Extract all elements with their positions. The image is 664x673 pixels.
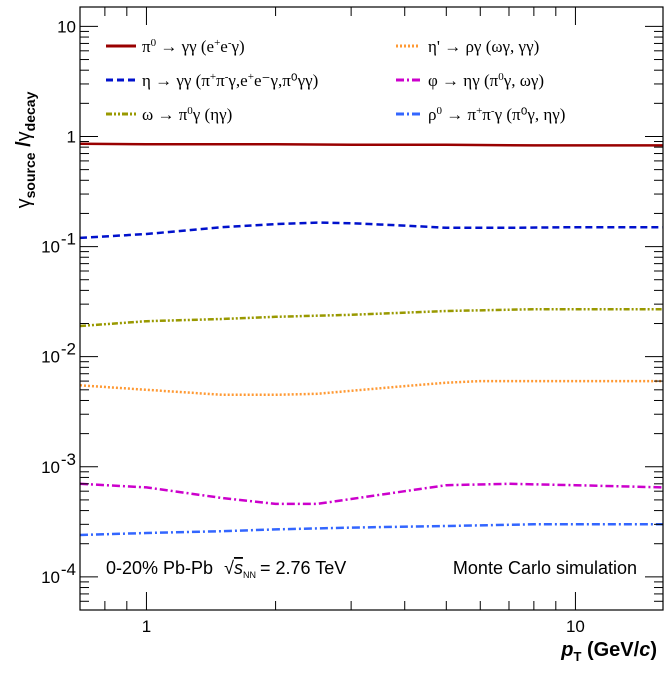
legend-label-eta: η → γγ (π+π-γ,e+e⁻γ,π⁰γγ) (142, 71, 318, 90)
x-tick-label: 1 (142, 617, 151, 636)
x-axis-title: pT (GeV/c) (560, 639, 657, 664)
y-tick-label: 10 (41, 568, 60, 587)
y-tick-label: 10 (57, 17, 76, 36)
y-tick-label: 10 (41, 238, 60, 257)
series-line-2 (80, 309, 663, 326)
collision-system-label: 0-20% Pb-Pb √sNN = 2.76 TeV (106, 558, 346, 580)
legend: π0 → γγ (e+e-γ) η' → ργ (ωγ, γγ) η → γγ … (106, 37, 565, 124)
y-tick-exponent: -2 (61, 340, 76, 359)
axis-ticks (80, 7, 663, 610)
y-tick-exponent: -3 (61, 450, 76, 469)
y-tick-exponent: -4 (61, 560, 76, 579)
legend-label-phi: φ → ηγ (π0γ, ωγ) (428, 71, 544, 90)
data-curves (80, 144, 663, 535)
x-tick-label: 10 (566, 617, 585, 636)
series-line-3 (80, 381, 663, 395)
legend-label-omega: ω → π0γ (ηγ) (142, 105, 232, 124)
y-tick-label: 1 (67, 127, 76, 146)
series-line-0 (80, 144, 663, 146)
y-tick-exponent: -1 (61, 230, 76, 249)
plot-frame (80, 7, 663, 610)
y-tick-label: 10 (41, 458, 60, 477)
series-line-5 (80, 524, 663, 535)
series-line-1 (80, 223, 663, 238)
legend-label-etaprime: η' → ργ (ωγ, γγ) (428, 37, 539, 56)
legend-label-rho0: ρ0 → π+π-γ (π⁰γ, ηγ) (428, 105, 565, 124)
y-tick-label: 10 (41, 348, 60, 367)
series-line-4 (80, 484, 663, 504)
y-axis-title: γsource /γdecay (13, 91, 38, 208)
simulation-label: Monte Carlo simulation (453, 558, 637, 578)
legend-label-pi0: π0 → γγ (e+e-γ) (142, 37, 245, 56)
